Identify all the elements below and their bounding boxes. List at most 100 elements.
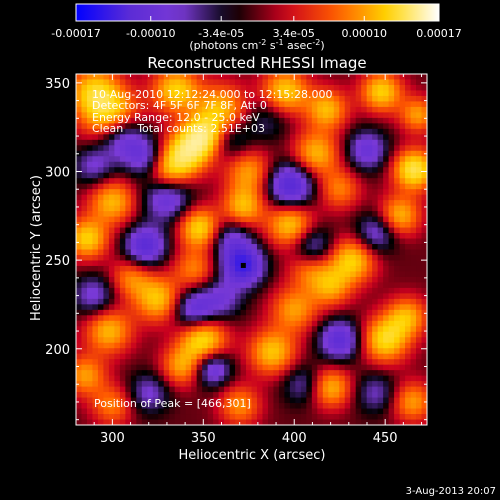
heatmap-cell (218, 287, 225, 294)
heatmap-cell (388, 337, 395, 344)
heatmap-cell (350, 320, 357, 327)
heatmap-cell (322, 156, 329, 163)
heatmap-cell (130, 134, 137, 141)
heatmap-cell (76, 178, 82, 185)
heatmap-cell (92, 211, 99, 217)
heatmap-cell (108, 145, 115, 152)
heatmap-cell (125, 315, 132, 322)
heatmap-cell (361, 309, 368, 316)
heatmap-cell (377, 172, 384, 179)
heatmap-cell (92, 172, 99, 179)
heatmap-cell (136, 172, 143, 179)
heatmap-cell (108, 150, 115, 157)
heatmap-cell (289, 95, 296, 102)
heatmap-cell (191, 222, 198, 228)
heatmap-cell (97, 309, 104, 316)
heatmap-cell (86, 342, 93, 349)
heatmap-cell (410, 101, 417, 108)
heatmap-cell (185, 282, 192, 289)
heatmap-cell (207, 381, 214, 388)
heatmap-cell (81, 414, 88, 420)
heatmap-cell (251, 342, 258, 349)
heatmap-cell (339, 353, 346, 360)
heatmap-cell (174, 375, 181, 382)
heatmap-cell (328, 331, 335, 338)
heatmap-cell (388, 260, 395, 267)
heatmap-cell (207, 123, 214, 130)
heatmap-cell (169, 156, 176, 163)
heatmap-cell (125, 194, 132, 201)
heatmap-cell (251, 134, 258, 141)
heatmap-cell (114, 244, 121, 250)
heatmap-cell (130, 309, 137, 316)
heatmap-cell (180, 79, 187, 86)
heatmap-cell (86, 370, 93, 377)
heatmap-cell (108, 397, 115, 404)
heatmap-cell (125, 403, 132, 409)
heatmap-cell (108, 414, 115, 420)
heatmap-cell (180, 364, 187, 371)
heatmap-cell (218, 249, 225, 256)
heatmap-cell (388, 397, 395, 404)
heatmap-cell (81, 101, 88, 108)
heatmap-cell (339, 79, 346, 86)
heatmap-cell (394, 304, 400, 311)
heatmap-cell (152, 419, 159, 426)
heatmap-cell (278, 79, 285, 86)
heatmap-cell (344, 249, 351, 256)
heatmap-cell (97, 167, 104, 174)
heatmap-cell (240, 403, 247, 409)
heatmap-cell (235, 359, 241, 366)
heatmap-cell (383, 211, 390, 217)
heatmap-cell (399, 150, 406, 157)
heatmap-cell (399, 79, 406, 86)
heatmap-cell (229, 397, 236, 404)
heatmap-cell (284, 183, 291, 190)
heatmap-cell (273, 161, 280, 168)
heatmap-cell (350, 348, 357, 355)
heatmap-cell (366, 403, 373, 409)
heatmap-cell (185, 183, 192, 190)
heatmap-cell (158, 74, 165, 80)
heatmap-cell (196, 348, 203, 355)
heatmap-cell (180, 145, 187, 152)
heatmap-cell (119, 408, 126, 415)
heatmap-cell (416, 419, 422, 426)
heatmap-cell (256, 205, 263, 212)
heatmap-cell (361, 353, 368, 360)
heatmap-cell (339, 244, 346, 250)
heatmap-cell (317, 84, 324, 91)
heatmap-cell (119, 315, 126, 322)
heatmap-cell (125, 167, 132, 174)
heatmap-cell (366, 359, 373, 366)
heatmap-cell (76, 370, 82, 377)
heatmap-cell (207, 128, 214, 135)
heatmap-cell (421, 227, 428, 234)
heatmap-cell (202, 315, 209, 322)
heatmap-cell (130, 403, 137, 409)
heatmap-cell (180, 375, 187, 382)
heatmap-cell (92, 222, 99, 228)
heatmap-cell (202, 79, 209, 86)
heatmap-cell (125, 134, 132, 141)
heatmap-cell (366, 178, 373, 185)
heatmap-cell (97, 161, 104, 168)
heatmap-cell (202, 139, 209, 146)
heatmap-cell (289, 320, 296, 327)
heatmap-cell (125, 123, 132, 130)
heatmap-cell (196, 397, 203, 404)
heatmap-cell (262, 79, 269, 86)
heatmap-cell (333, 331, 340, 338)
heatmap-cell (339, 265, 346, 272)
heatmap-cell (86, 348, 93, 355)
heatmap-cell (229, 364, 236, 371)
heatmap-cell (300, 293, 307, 300)
heatmap-cell (174, 249, 181, 256)
heatmap-cell (295, 123, 302, 130)
heatmap-cell (218, 216, 225, 223)
heatmap-cell (273, 227, 280, 234)
heatmap-cell (191, 139, 198, 146)
heatmap-cell (235, 348, 241, 355)
heatmap-cell (229, 167, 236, 174)
heatmap-cell (350, 293, 357, 300)
